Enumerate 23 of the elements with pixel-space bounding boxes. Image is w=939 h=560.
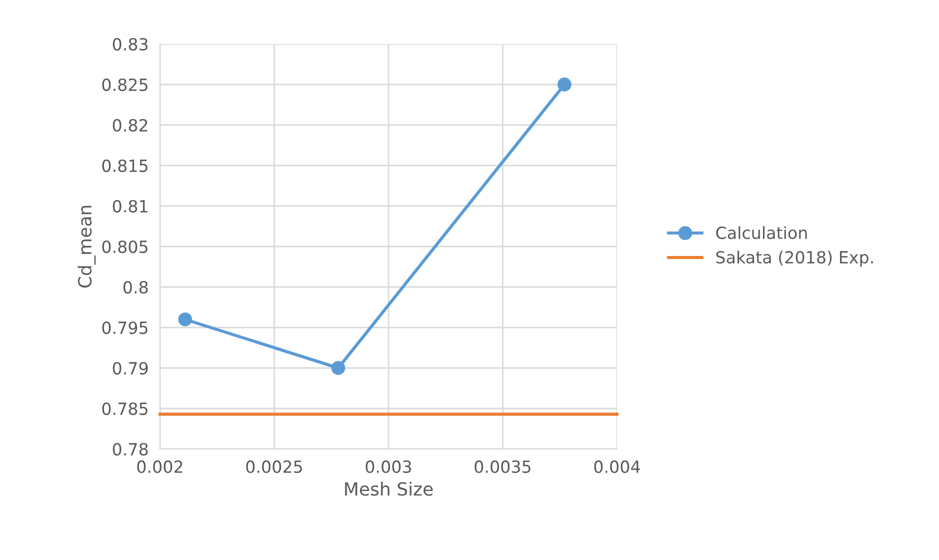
legend-label: Calculation — [716, 226, 807, 240]
y-axis-title: Cd_mean — [78, 206, 96, 288]
y-tick-label: 0.8 — [123, 280, 148, 294]
x-tick-label: 0.003 — [366, 460, 412, 474]
y-tick-label: 0.79 — [112, 362, 148, 375]
x-tick-label: 0.0025 — [246, 460, 302, 474]
y-tick-label: 0.83 — [112, 38, 148, 51]
y-tick-label: 0.785 — [102, 402, 148, 416]
point — [178, 312, 192, 326]
y-tick-label: 0.815 — [102, 159, 148, 172]
x-tick-label: 0.0035 — [474, 460, 530, 474]
y-tick-label: 0.82 — [112, 118, 148, 132]
y-tick-label: 0.81 — [112, 200, 148, 213]
point — [331, 361, 346, 375]
y-tick-label: 0.805 — [102, 240, 148, 254]
y-tick-label: 0.78 — [112, 442, 148, 456]
x-tick-label: 0.002 — [137, 460, 182, 474]
x-axis-title: Mesh Size — [345, 482, 433, 496]
y-tick-label: 0.795 — [102, 321, 148, 334]
y-tick-label: 0.825 — [102, 78, 148, 92]
point — [558, 78, 572, 92]
legend-label: Sakata (2018) Exp. — [716, 250, 873, 267]
x-tick-label: 0.004 — [594, 460, 640, 474]
